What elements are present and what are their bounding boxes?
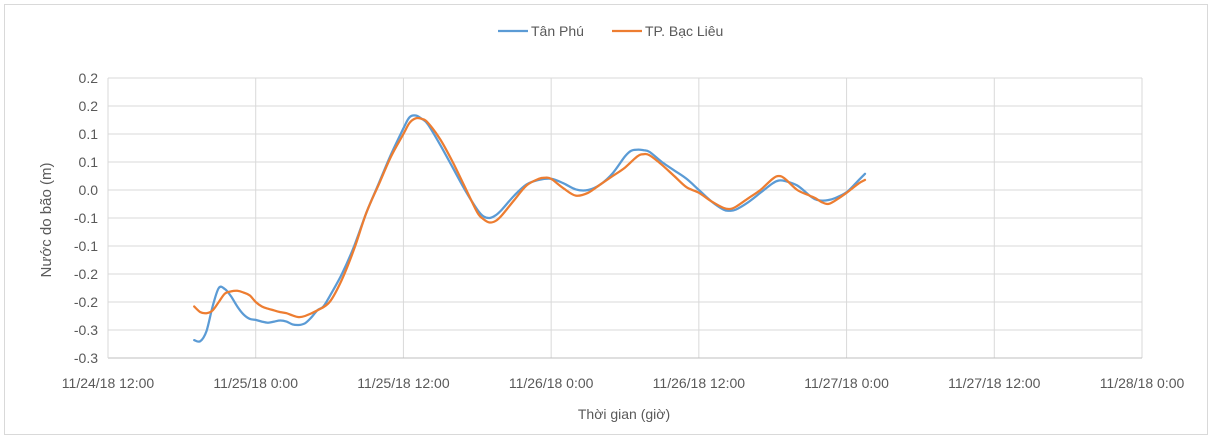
x-tick-label: 11/26/18 12:00 xyxy=(653,375,746,391)
y-tick-label: 0.1 xyxy=(79,154,99,170)
x-tick-labels: 11/24/18 12:00 11/25/18 0:00 11/25/18 12:0… xyxy=(62,375,1185,391)
x-tick-label: 11/25/18 12:00 xyxy=(357,375,450,391)
legend: Tân Phú TP. Bạc Liêu xyxy=(498,23,723,39)
legend-label: Tân Phú xyxy=(531,23,584,39)
x-tick-label: 11/26/18 0:00 xyxy=(509,375,594,391)
y-tick-label: -0.2 xyxy=(74,294,98,310)
grid-lines xyxy=(108,77,1142,331)
y-tick-label: -0.1 xyxy=(74,210,98,226)
x-axis-title: Thời gian (giờ) xyxy=(578,406,670,422)
y-tick-labels: 0.2 0.2 0.1 0.1 0.0 -0.1 -0.1 -0.2 -0.2 -0.3 -0.3 xyxy=(74,70,98,366)
y-tick-label: -0.3 xyxy=(74,322,98,338)
series-line-1 xyxy=(193,114,867,343)
y-tick-label: 0.2 xyxy=(79,98,99,114)
x-tick-label: 11/27/18 12:00 xyxy=(948,375,1041,391)
y-axis-title: Nước do bão (m) xyxy=(38,163,55,278)
x-tick-label: 11/27/18 0:00 xyxy=(804,375,889,391)
y-tick-label: -0.3 xyxy=(74,350,98,366)
y-tick-label: 0.2 xyxy=(79,70,99,86)
x-grid-lines xyxy=(255,78,1143,358)
series-line-2 xyxy=(193,116,867,319)
series-lines xyxy=(193,114,867,343)
x-tick-label: 11/25/18 0:00 xyxy=(213,375,298,391)
x-tick-label: 11/28/18 0:00 xyxy=(1100,375,1185,391)
legend-label: TP. Bạc Liêu xyxy=(645,23,723,39)
y-tick-label: 0.1 xyxy=(79,126,99,142)
y-tick-label: 0.0 xyxy=(79,182,99,198)
y-tick-label: -0.2 xyxy=(74,266,98,282)
y-tick-label: -0.1 xyxy=(74,238,98,254)
chart-frame xyxy=(4,4,1208,435)
axes xyxy=(107,78,1142,359)
x-tick-label: 11/24/18 12:00 xyxy=(62,375,155,391)
